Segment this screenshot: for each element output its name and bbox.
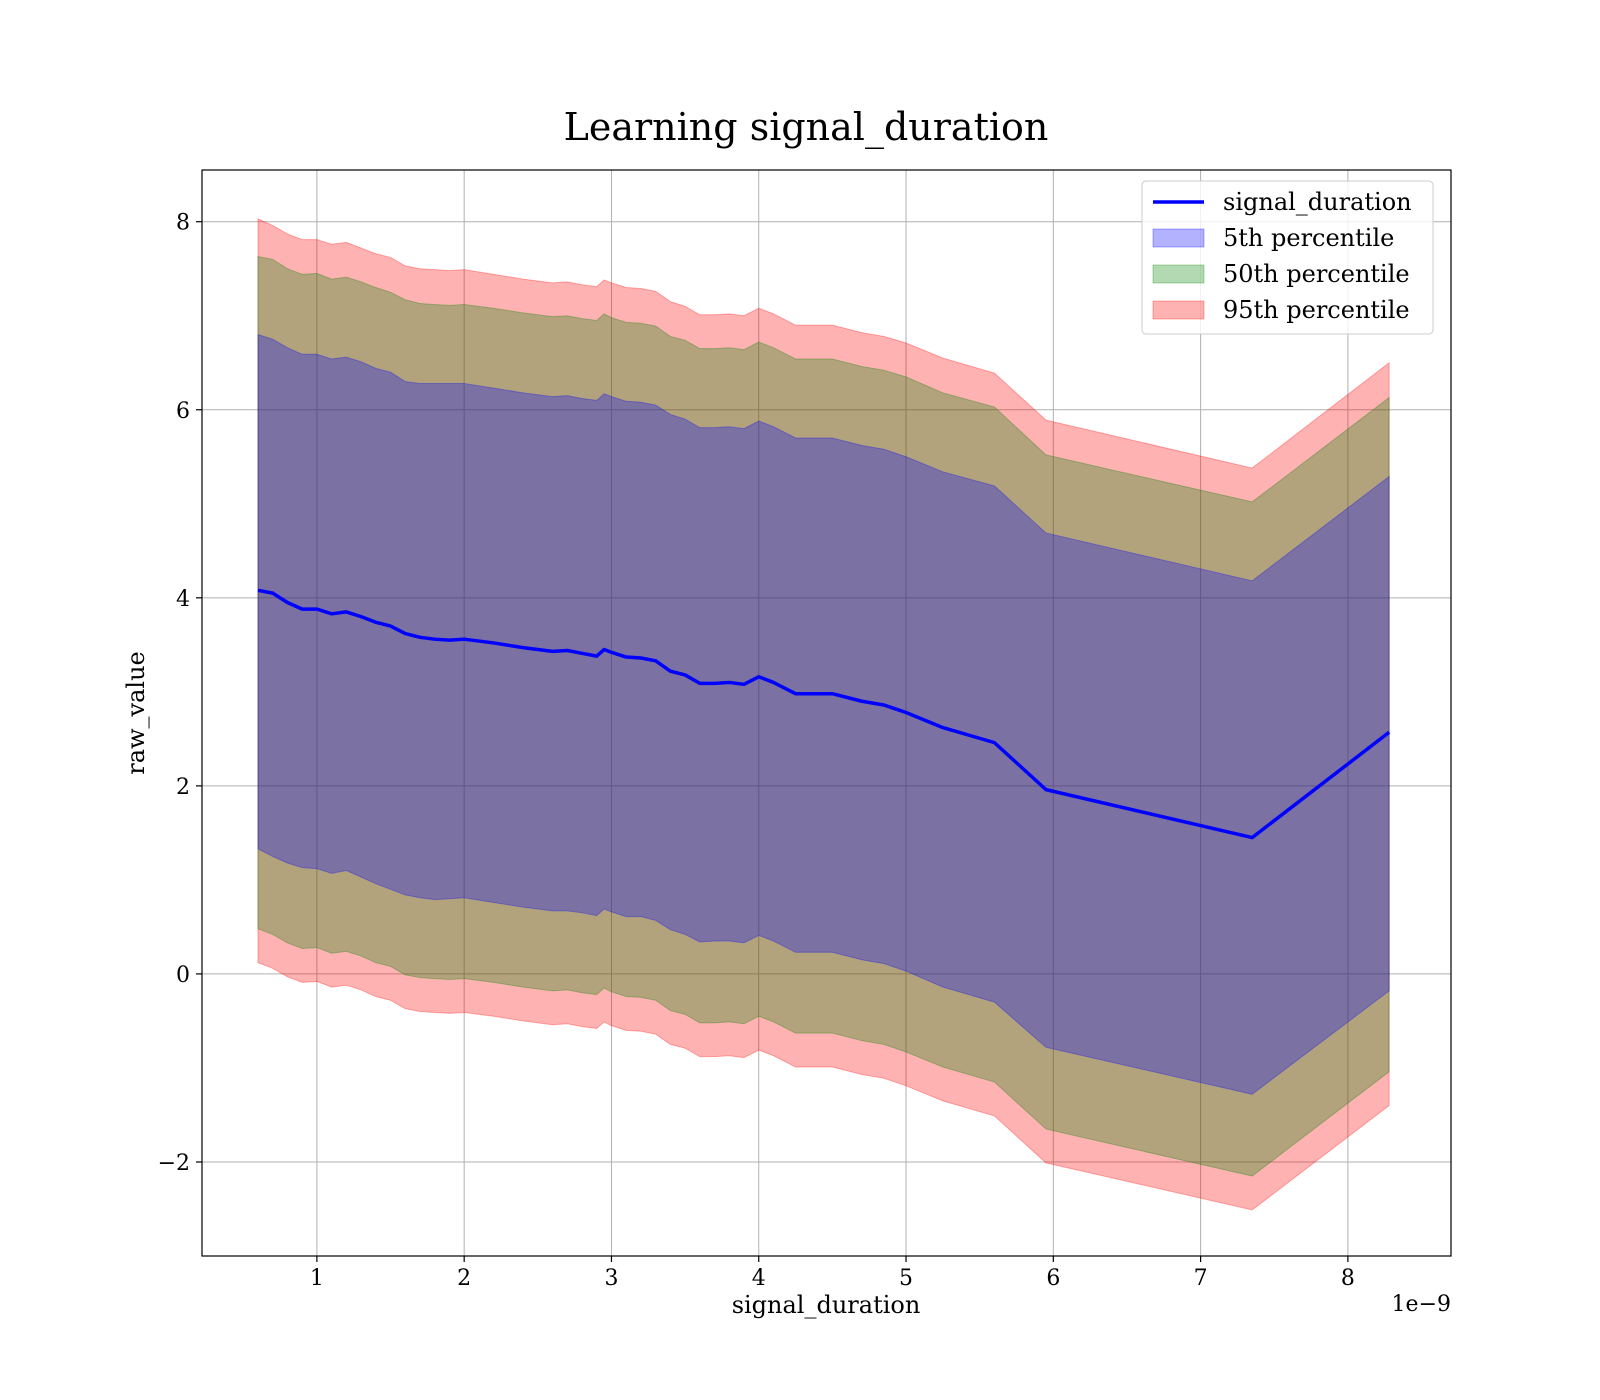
- x-axis-offset-label: 1e−9: [1392, 1292, 1451, 1317]
- x-tick-label: 3: [604, 1266, 618, 1291]
- legend-box: [1141, 180, 1434, 335]
- y-tick-label: 4: [176, 587, 190, 612]
- legend-fill-swatch: [1152, 300, 1205, 320]
- x-axis-label: signal_duration: [732, 1291, 921, 1319]
- y-tick-label: 2: [176, 775, 190, 800]
- legend-label: signal_duration: [1223, 188, 1412, 216]
- plot-area-frame: [201, 169, 1452, 1257]
- series-lines: [257, 588, 1391, 840]
- x-tick-label: 8: [1341, 1266, 1355, 1291]
- y-axis-label: raw_value: [122, 651, 150, 775]
- legend-label: 50th percentile: [1223, 260, 1410, 288]
- series-line-signal_duration: [257, 588, 1391, 840]
- y-tick-label: −2: [158, 1151, 190, 1176]
- legend: signal_duration 5th percentile 50th percen…: [1141, 180, 1434, 335]
- x-tick-label: 6: [1046, 1266, 1060, 1291]
- x-tick-label: 7: [1194, 1266, 1208, 1291]
- legend-label: 5th percentile: [1223, 224, 1394, 252]
- y-tick-label: 6: [176, 399, 190, 424]
- legend-fill-swatch: [1152, 264, 1205, 284]
- band-50th-percentile: [257, 255, 1390, 1177]
- axis-ticks: 1 2 3 4 5 6 7 8 −2 0 2 4 6 8: [158, 211, 1355, 1291]
- percentile-bands: [257, 218, 1390, 1211]
- band-95th-percentile: [257, 218, 1390, 1211]
- band-5th-percentile: [257, 333, 1390, 1095]
- chart-title: Learning signal_duration: [564, 105, 1049, 150]
- x-tick-label: 1: [310, 1266, 324, 1291]
- y-tick-label: 8: [176, 211, 190, 236]
- y-tick-label: 0: [176, 963, 190, 988]
- legend-fill-swatch: [1152, 228, 1205, 248]
- legend-label: 95th percentile: [1223, 296, 1410, 324]
- x-tick-label: 4: [752, 1266, 766, 1291]
- x-tick-label: 2: [457, 1266, 471, 1291]
- x-tick-label: 5: [899, 1266, 913, 1291]
